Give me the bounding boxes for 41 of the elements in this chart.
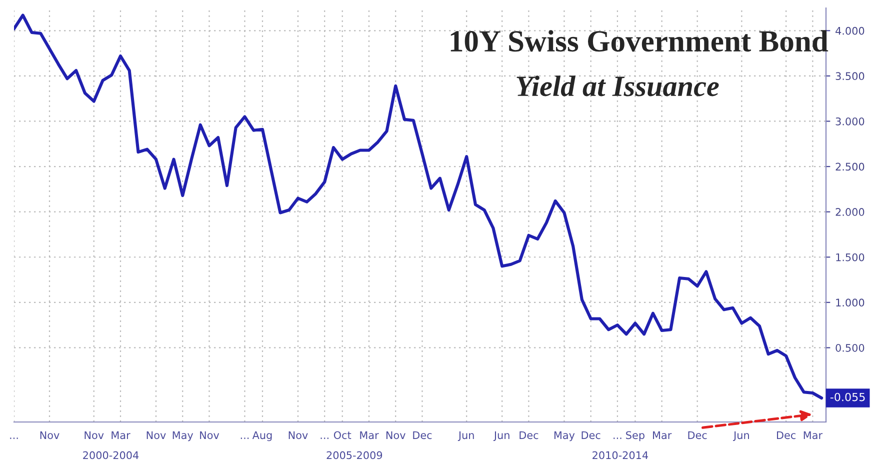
x-tick-label: Nov bbox=[288, 431, 308, 440]
y-tick-label: 2.500 bbox=[836, 162, 864, 171]
y-tick-label: 0.500 bbox=[836, 344, 864, 352]
text: 2010-2014 bbox=[592, 451, 648, 460]
x-tick-label: ... bbox=[10, 438, 18, 439]
text: 10Y Swiss Government Bond bbox=[450, 30, 828, 52]
y-tick-label: 3.000 bbox=[836, 117, 864, 126]
x-tick-label: Nov bbox=[200, 431, 220, 440]
x-tick-label: Aug bbox=[252, 431, 272, 442]
x-tick-label: Mar bbox=[360, 431, 379, 440]
x-tick-label: Nov bbox=[386, 431, 406, 440]
x-tick-label: ... bbox=[320, 438, 328, 439]
text: 2000-2004 bbox=[83, 451, 139, 460]
y-tick-label: 2.000 bbox=[836, 208, 864, 216]
x-tick-label: Dec bbox=[413, 431, 432, 440]
x-tick-label: Dec bbox=[777, 431, 796, 440]
x-tick-label: Nov bbox=[146, 431, 166, 440]
x-tick-label: May bbox=[554, 431, 575, 442]
text: 2005-2009 bbox=[326, 451, 382, 460]
x-tick-label: Jun bbox=[493, 431, 510, 442]
y-tick-label: 3.500 bbox=[836, 72, 864, 80]
x-tick-label: Jun bbox=[733, 431, 749, 442]
x-tick-label: Sep bbox=[626, 431, 644, 442]
y-tick-label: 1.500 bbox=[836, 253, 864, 262]
x-tick-label: Nov bbox=[40, 431, 60, 440]
x-tick-label: Mar bbox=[653, 431, 672, 440]
x-tick-label: Mar bbox=[112, 431, 130, 440]
x-tick-label: Dec bbox=[520, 431, 538, 440]
x-tick-label: Dec bbox=[688, 431, 707, 440]
x-tick-label: ... bbox=[240, 438, 249, 439]
x-tick-label: Dec bbox=[582, 431, 600, 440]
x-tick-label: ... bbox=[614, 438, 622, 439]
x-tick-label: Mar bbox=[804, 431, 823, 440]
y-tick-label: 1.000 bbox=[836, 298, 864, 307]
x-tick-label: May bbox=[172, 431, 194, 442]
x-tick-label: Oct bbox=[334, 431, 352, 440]
data-label: -0.055 bbox=[830, 392, 865, 402]
text: Yield at Issuance bbox=[516, 76, 719, 96]
x-tick-label: Nov bbox=[84, 431, 104, 440]
y-tick-label: 4.000 bbox=[836, 26, 864, 35]
x-tick-label: Jun bbox=[458, 431, 474, 442]
